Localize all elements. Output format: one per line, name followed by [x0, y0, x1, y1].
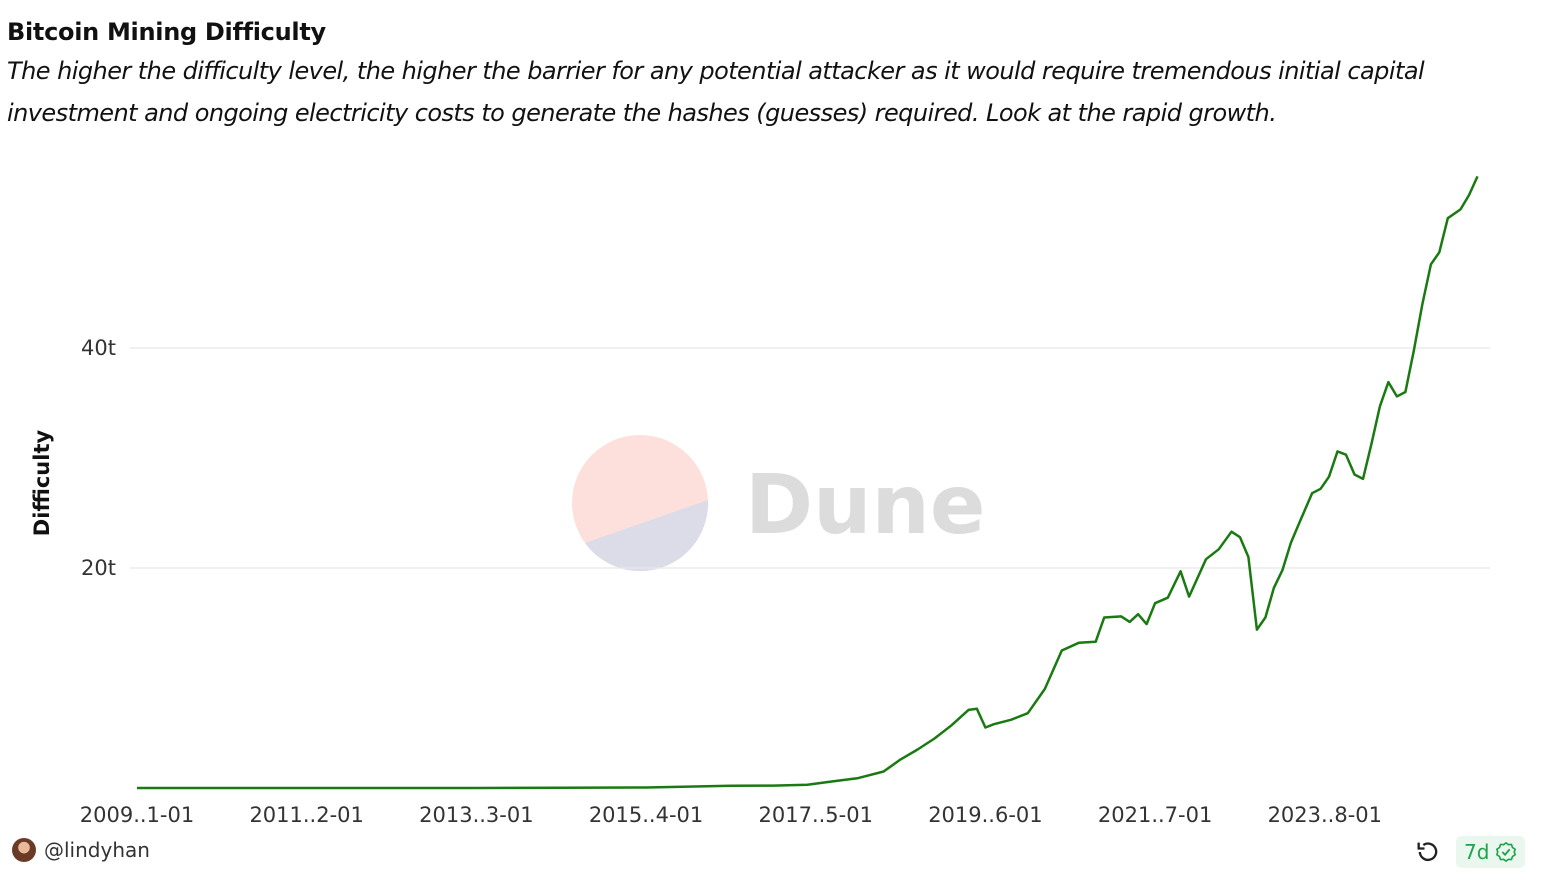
- refresh-icon[interactable]: [1414, 838, 1442, 866]
- avatar: [12, 838, 36, 862]
- chart-footer: @lindyhan 7d: [0, 834, 1548, 874]
- chart-header: Bitcoin Mining Difficulty The higher the…: [7, 14, 1537, 134]
- dune-watermark: Dune: [572, 435, 985, 572]
- x-tick-label: 2019..6-01: [928, 803, 1042, 827]
- verified-check-icon: [1496, 842, 1517, 862]
- x-tick-label: 2013..3-01: [419, 803, 533, 827]
- grid-lines: [130, 347, 1490, 569]
- x-tick-labels: 2009..1-01 2011..2-01 2013..3-01 2015..4-01…: [80, 803, 1382, 827]
- y-axis-label: Difficulty: [30, 430, 54, 537]
- difficulty-chart: Dune 20t 40t 2009..1-01 2011..2-01 2013..3-…: [30, 175, 1490, 827]
- x-tick-label: 2015..4-01: [589, 803, 703, 827]
- chart-subtitle: The higher the difficulty level, the hig…: [7, 57, 1425, 127]
- watermark-text: Dune: [745, 458, 985, 553]
- x-tick-label: 2011..2-01: [249, 803, 363, 827]
- y-tick-labels: 20t 40t: [81, 336, 116, 580]
- author-link[interactable]: @lindyhan: [12, 838, 150, 862]
- y-tick-label: 40t: [81, 336, 116, 360]
- author-name: @lindyhan: [44, 838, 150, 862]
- x-tick-label: 2021..7-01: [1098, 803, 1212, 827]
- freshness-badge: 7d: [1456, 836, 1526, 868]
- chart-title: Bitcoin Mining Difficulty: [7, 18, 326, 46]
- x-tick-label: 2009..1-01: [80, 803, 194, 827]
- y-tick-label: 20t: [81, 556, 116, 580]
- x-tick-label: 2017..5-01: [759, 803, 873, 827]
- age-label: 7d: [1464, 840, 1490, 864]
- series-line-difficulty: [137, 175, 1479, 790]
- watermark-logo-bottom: [585, 500, 709, 572]
- x-tick-label: 2023..8-01: [1268, 803, 1382, 827]
